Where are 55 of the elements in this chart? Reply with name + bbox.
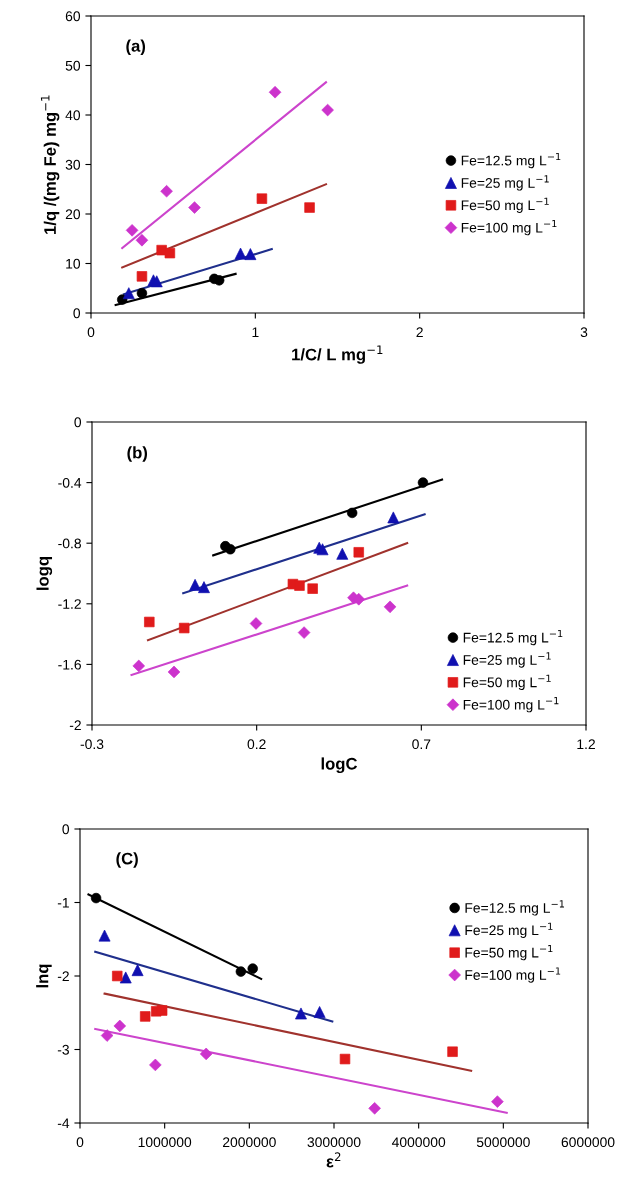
x-tick-label: 2 [416, 327, 423, 337]
y-tick-label: -1.2 [58, 599, 81, 609]
y-tick-label: -2 [69, 720, 81, 731]
x-tick-label: 3000000 [307, 1137, 361, 1148]
y-axis-title: 1/q /(mg Fe) mg$^{−1}$ [40, 95, 60, 234]
annotation: (C) [116, 852, 138, 868]
y-axis-title: lnq [36, 964, 52, 988]
x-tick-label: 4000000 [391, 1137, 446, 1148]
legend-label: Fe=12.5 mg L$^{−1}$ [463, 630, 563, 646]
annotation: (b) [127, 446, 148, 462]
x-axis-title: 1/C/ L mg$^{−1}$ [292, 345, 383, 364]
y-tick-label: 20 [65, 209, 81, 220]
x-tick-label: 1000000 [138, 1137, 192, 1148]
y-tick-label: -1.6 [58, 659, 81, 670]
y-tick-label: 10 [66, 258, 81, 269]
legend-label: Fe=12.5 mg L$^{−1}$ [461, 152, 561, 169]
y-tick-label: -0.8 [58, 538, 81, 549]
y-tick-label: 0 [74, 417, 82, 428]
legend-label: Fe=25 mg L$^{−1}$ [463, 652, 551, 668]
annotation: (a) [126, 39, 146, 56]
y-tick-label: 30 [65, 159, 81, 170]
legend-label: Fe=50 mg L$^{−1}$ [465, 945, 553, 961]
x-tick-label: 5000000 [476, 1137, 530, 1148]
y-tick-label: -2 [57, 971, 69, 982]
legend-label: Fe=100 mg L$^{−1}$ [461, 220, 557, 236]
legend-label: Fe=100 mg L$^{−1}$ [465, 967, 561, 983]
legend-label: Fe=25 mg L$^{−1}$ [461, 175, 549, 191]
x-tick-label: 2000000 [223, 1137, 276, 1148]
x-tick-label: 6000000 [561, 1137, 615, 1148]
y-tick-label: -1 [57, 897, 69, 908]
x-tick-label: 0 [87, 327, 95, 338]
y-tick-label: 60 [65, 11, 81, 22]
x-tick-label: 1 [252, 327, 259, 337]
y-tick-label: 0 [62, 824, 70, 835]
y-tick-label: -3 [57, 1044, 69, 1055]
x-tick-label: -0.3 [80, 739, 104, 750]
x-tick-label: 3 [580, 327, 588, 338]
x-tick-label: 0.2 [247, 739, 266, 750]
point [112, 970, 123, 982]
legend-label: Fe=50 mg L$^{−1}$ [463, 674, 551, 691]
y-tick-label: -4 [57, 1118, 70, 1129]
y-tick-label: 40 [65, 110, 81, 121]
x-tick-label: 0.7 [412, 739, 431, 750]
x-tick-label: 1.2 [577, 739, 595, 749]
x-axis-title: ε$^{2}$ [326, 1152, 341, 1168]
y-tick-label: 0 [73, 308, 81, 319]
y-tick-label: -0.4 [58, 477, 82, 488]
x-axis-title: logC [321, 757, 358, 773]
legend-label: Fe=12.5 mg L$^{−1}$ [465, 900, 565, 916]
legend-label: Fe=100 mg L$^{−1}$ [463, 697, 559, 713]
legend-label: Fe=50 mg L$^{−1}$ [461, 197, 549, 213]
y-tick-label: 50 [65, 60, 81, 71]
point [179, 622, 190, 634]
y-axis-title: logq [36, 557, 53, 590]
legend-label: Fe=25 mg L$^{−1}$ [465, 922, 553, 938]
